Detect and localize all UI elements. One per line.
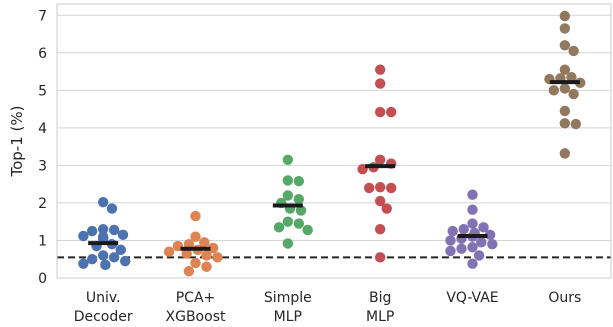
data-point [374, 195, 386, 207]
y-tick-label: 3 [38, 158, 47, 174]
data-point [476, 237, 487, 248]
x-tick-label: Ours [548, 290, 581, 306]
y-tick-label: 1 [38, 233, 47, 249]
data-point [282, 154, 294, 165]
data-point [559, 10, 571, 22]
data-point [302, 224, 313, 236]
median-markers [88, 80, 580, 251]
data-point [78, 258, 89, 269]
x-tick-label: PCA+ XGBoost [166, 290, 226, 325]
data-point [381, 203, 392, 214]
data-point [163, 246, 175, 257]
data-point [374, 154, 386, 165]
data-point [293, 193, 305, 205]
data-point [106, 203, 118, 214]
data-point [559, 23, 571, 34]
data-point [183, 266, 195, 277]
data-point [559, 64, 571, 75]
x-tick-label: Univ. Decoder [74, 290, 133, 325]
data-point [374, 224, 386, 235]
data-point [273, 222, 285, 233]
x-tick-label: Big MLP [366, 290, 394, 325]
data-point [97, 196, 109, 208]
data-point [559, 40, 571, 51]
y-tick-label: 5 [38, 83, 47, 99]
data-point [374, 78, 386, 89]
data-point [282, 190, 294, 201]
data-point [385, 106, 397, 118]
data-point [97, 250, 109, 261]
data-point [467, 218, 478, 229]
data-point [100, 259, 111, 271]
data-point [458, 224, 469, 235]
data-point [568, 88, 579, 100]
data-point [467, 189, 478, 200]
data-point [282, 238, 294, 249]
data-point [487, 239, 498, 250]
data-point [293, 175, 305, 187]
data-point [282, 216, 294, 227]
data-point [467, 204, 478, 215]
x-axis-labels: Univ. Decoder PCA+ XGBoost Simple MLP Big MLP VQ… [74, 290, 582, 325]
data-point [86, 254, 98, 265]
data-point [119, 255, 131, 267]
data-point [473, 250, 485, 261]
grid-lines [57, 14, 611, 279]
data-point [363, 182, 375, 194]
y-tick-label: 4 [38, 121, 47, 137]
data-point [559, 105, 571, 117]
data-point [282, 175, 294, 186]
data-point [295, 205, 307, 216]
data-point [97, 224, 109, 235]
y-axis-label: Top-1 (%) [8, 106, 26, 178]
data-point [108, 252, 120, 263]
data-point [201, 250, 212, 261]
data-point [559, 118, 571, 129]
y-tick-label: 0 [38, 271, 47, 287]
data-point [86, 225, 98, 237]
data-point [456, 243, 467, 254]
x-tick-label: VQ-VAE [446, 290, 498, 306]
data-point [293, 218, 305, 229]
data-point [467, 242, 478, 253]
data-point [445, 235, 456, 246]
data-point [374, 106, 386, 118]
data-point [570, 118, 582, 130]
data-point [190, 210, 201, 222]
data-point [190, 231, 201, 242]
y-tick-label: 2 [38, 196, 47, 212]
data-point [374, 64, 386, 75]
data-point [115, 244, 126, 256]
data-point [190, 257, 201, 269]
data-point [447, 225, 458, 237]
data-point [445, 245, 456, 257]
data-point [212, 252, 223, 263]
data-point [181, 248, 192, 259]
data-point [199, 237, 210, 248]
data-point [478, 222, 489, 233]
data-point [559, 83, 571, 94]
y-tick-label: 6 [38, 46, 47, 62]
data-point [374, 252, 386, 263]
data-point [108, 224, 120, 236]
data-point [201, 261, 212, 272]
y-axis-ticks: 0 1 2 3 4 5 6 7 [38, 8, 47, 287]
data-point [78, 230, 89, 242]
plot-frame [56, 3, 612, 279]
data-point [385, 182, 397, 194]
data-point [559, 148, 571, 159]
data-point [548, 85, 560, 96]
data-points [78, 10, 586, 277]
data-point [374, 181, 386, 193]
data-point [117, 229, 129, 241]
x-tick-label: Simple MLP [264, 290, 312, 325]
data-point [568, 45, 579, 57]
data-point [467, 258, 478, 269]
y-tick-label: 7 [38, 8, 47, 24]
data-point [566, 71, 577, 83]
